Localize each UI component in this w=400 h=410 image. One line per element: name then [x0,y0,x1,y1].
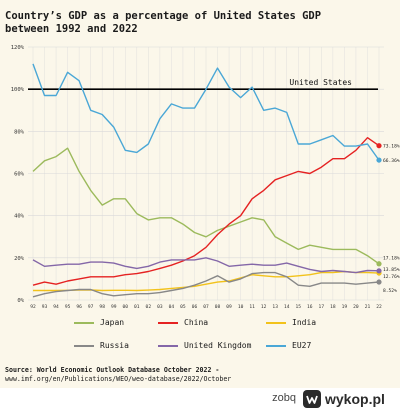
footer-username[interactable]: zobq [272,392,296,404]
chart-card [0,0,400,388]
end-label-united-kingdom: 13.85% [383,267,400,273]
x-tick-label: 22 [376,304,382,310]
end-label-russia: 8.52% [383,288,397,294]
end-label-india: 12.76% [383,274,400,280]
x-tick-label: 93 [42,304,48,310]
legend-item-japan: Japan [74,318,124,327]
legend-swatch-india [266,321,286,324]
x-tick-label: 95 [65,304,71,310]
legend-label-eu27: EU27 [292,341,312,350]
x-tick-label: 03 [157,304,163,310]
legend-item-india: India [266,318,316,327]
legend-swatch-china [158,321,178,324]
x-tick-label: 12 [261,304,267,310]
legend-swatch-eu27 [266,344,286,347]
y-tick-label: 20% [14,256,25,262]
legend-label-united-kingdom: United Kingdom [184,341,252,350]
legend-label-india: India [292,318,317,327]
chart-legend: Japan China India Russia United Kingdom EU27 [0,312,400,352]
chart-title-line-1: Country’s GDP as a percentage of United … [5,10,322,22]
x-tick-label: 01 [134,304,140,310]
x-tick-label: 02 [146,304,152,310]
chart-title-line-2: between 1992 and 2022 [5,23,138,35]
footer-bar: zobq wykop.pl [0,388,400,410]
y-tick-label: 40% [14,214,25,220]
reference-line-label: United States [289,78,352,87]
x-tick-label: 08 [215,304,221,310]
x-tick-label: 10 [238,304,244,310]
legend-item-eu27: EU27 [266,341,311,350]
series-line-eu27 [32,63,380,161]
x-tick-label: 11 [249,304,255,310]
wykop-logo-icon[interactable]: wykop.pl [302,389,396,409]
source-name: World Economic Outlook Database October … [36,366,220,374]
legend-item-china: China [158,318,208,327]
source-label: Source: [5,366,33,374]
x-tick-label: 20 [353,304,359,310]
x-tick-label: 13 [272,304,278,310]
legend-swatch-united-kingdom [158,344,178,347]
end-marker-china [376,143,382,149]
x-tick-label: 92 [30,304,36,310]
y-tick-label: 80% [14,129,25,135]
x-tick-label: 96 [76,304,82,310]
legend-swatch-russia [74,344,94,347]
end-marker-eu27 [376,157,382,163]
end-marker-united-kingdom [376,268,382,274]
x-tick-label: 05 [180,304,186,310]
x-tick-label: 09 [226,304,232,310]
legend-item-russia: Russia [74,341,129,350]
x-tick-label: 97 [88,304,94,310]
end-marker-japan [376,261,382,267]
x-tick-label: 21 [365,304,371,310]
y-tick-label: 100% [11,87,25,93]
y-tick-label: 120% [11,45,25,51]
y-tick-label: 60% [14,172,25,178]
x-tick-label: 15 [295,304,301,310]
chart-title: Country’s GDP as a percentage of United … [5,10,395,36]
source-url: www.imf.org/en/Publications/WEO/weo-data… [5,375,232,383]
x-tick-label: 17 [319,304,325,310]
x-tick-label: 18 [330,304,336,310]
end-marker-russia [376,279,382,285]
series-line-china [32,136,380,286]
x-tick-label: 94 [53,304,59,310]
legend-label-russia: Russia [100,341,129,350]
x-tick-label: 99 [111,304,117,310]
line-chart: 0% 20% 40% 60% 80% 100% 120% 92 93 94 95 96 97 98 99 00… [11,45,400,310]
end-label-china: 73.18% [383,144,400,150]
legend-label-china: China [184,318,209,327]
legend-swatch-japan [74,321,94,324]
series-line-russia [32,271,380,298]
x-tick-label: 06 [192,304,198,310]
x-tick-label: 00 [122,304,128,310]
x-tick-label: 98 [99,304,105,310]
series-line-japan [32,147,380,265]
y-tick-label: 0% [17,298,24,304]
x-tick-label: 04 [169,304,175,310]
series-line-united-kingdom [32,257,380,274]
legend-label-japan: Japan [100,318,125,327]
x-tick-label: 14 [284,304,290,310]
logo-text: wykop.pl [324,391,385,407]
x-tick-label: 19 [342,304,348,310]
x-tick-label: 07 [203,304,209,310]
legend-item-united-kingdom: United Kingdom [158,341,251,350]
end-label-japan: 17.18% [383,256,400,262]
x-tick-label: 16 [307,304,313,310]
source-note: Source: World Economic Outlook Database … [5,366,397,384]
end-label-eu27: 66.36% [383,158,400,164]
